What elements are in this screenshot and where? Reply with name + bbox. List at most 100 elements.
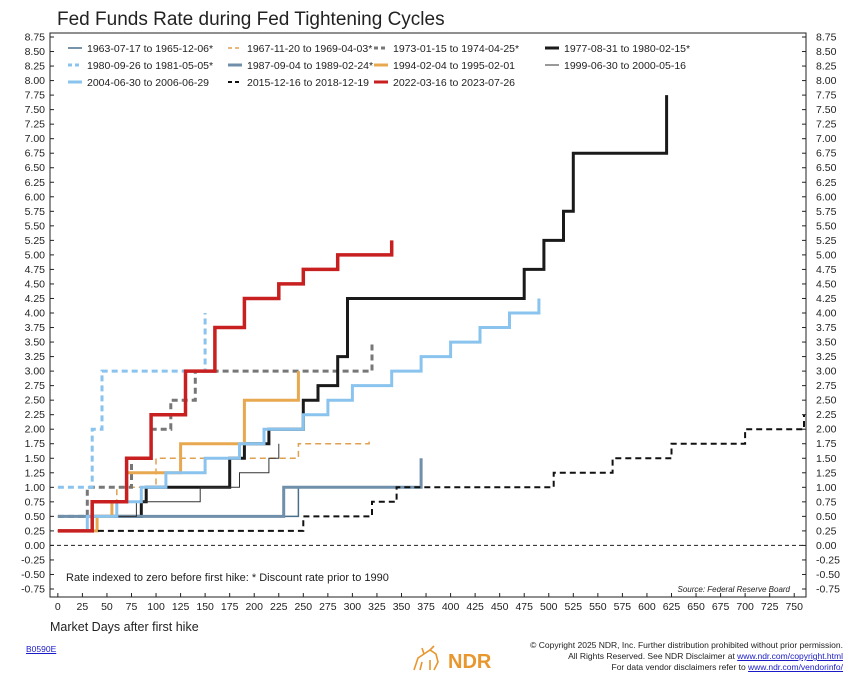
series-line-10 [57,414,805,532]
y-tick-label-left: 7.00 [25,133,46,145]
x-tick-label: 250 [295,601,313,613]
y-tick-label-right: 0.25 [816,525,837,537]
x-tick-label: 150 [196,601,214,613]
y-tick-label-left: 1.25 [25,467,46,479]
x-tick-label: 725 [761,601,779,613]
y-tick-label-left: 6.50 [25,162,46,174]
y-tick-label-left: 3.25 [25,351,46,363]
legend-label: 1967-11-20 to 1969-04-03* [247,43,372,55]
y-tick-label-right: 2.50 [816,395,837,407]
y-tick-label-left: 0.50 [25,511,46,523]
copyright-link[interactable]: www.ndr.com/copyright.html [737,651,843,661]
y-tick-label-right: 7.00 [816,133,837,145]
y-tick-label-right: 0.00 [816,540,837,552]
x-tick-label: 525 [565,601,583,613]
x-tick-label: 125 [172,601,190,613]
x-tick-label: 50 [101,601,113,613]
y-tick-label-right: 4.50 [816,278,837,290]
x-tick-label: 425 [466,601,484,613]
x-tick-label: 75 [126,601,138,613]
y-tick-label-left: 3.50 [25,337,46,349]
y-tick-label-left: 7.25 [25,119,46,131]
chart: Fed Funds Rate during Fed Tightening Cyc… [21,9,840,634]
y-axis-right: 8.75 8.50 8.25 8.00 7.75 7.50 7.25 7.00 6.75 6.50… [802,32,840,596]
y-tick-label-right: 2.00 [816,424,837,436]
bull-bear-icon [413,645,439,671]
legend-label: 1980-09-26 to 1981-05-05* [87,60,213,72]
y-tick-label-left: -0.75 [21,584,45,596]
y-tick-label-right: 4.25 [816,293,837,305]
y-tick-label-left: 2.50 [25,395,46,407]
y-tick-label-right: 1.75 [816,438,837,450]
legend-label: 2015-12-16 to 2018-12-19 [247,77,369,89]
y-tick-label-left: 3.00 [25,366,46,378]
y-tick-label-left: 7.50 [25,104,46,116]
y-tick-label-left: 8.25 [25,61,46,73]
y-tick-label-right: 1.50 [816,453,837,465]
x-tick-label: 450 [491,601,509,613]
rights-line: All Rights Reserved. See NDR Disclaimer … [530,651,843,662]
x-tick-label: 500 [540,601,558,613]
y-axis-left: 8.75 8.50 8.25 8.00 7.75 7.50 7.25 7.00 6.75 6.50… [21,32,54,596]
y-tick-label-right: 2.25 [816,409,837,421]
x-axis: 0 25 50 75 100 125 150 175 200 225 250 275 300 325 350… [55,593,803,613]
y-tick-label-right: 7.75 [816,90,837,102]
vendor-line: For data vendor disclaimers refer to www… [530,662,844,673]
chart-title: Fed Funds Rate during Fed Tightening Cyc… [57,9,445,30]
y-tick-label-left: 5.75 [25,206,46,218]
chart-note: Rate indexed to zero before first hike: … [66,572,389,584]
copyright-line: © Copyright 2025 NDR, Inc. Further distr… [530,640,843,650]
y-tick-label-left: -0.50 [21,569,45,581]
series-line-4 [57,95,669,533]
y-tick-label-left: 4.25 [25,293,46,305]
x-tick-label: 275 [319,601,337,613]
y-tick-label-left: 4.00 [25,308,46,320]
x-tick-label: 650 [687,601,705,613]
y-tick-label-right: 8.25 [816,61,837,73]
x-tick-label: 750 [785,601,803,613]
legend: 1963-07-17 to 1965-12-06* 1967-11-20 to 1… [68,43,690,89]
vendor-text: For data vendor disclaimers refer to [611,662,749,672]
legend-label: 1963-07-17 to 1965-12-06* [87,43,213,55]
y-tick-label-left: 6.75 [25,148,46,160]
y-tick-label-left: 2.25 [25,409,46,421]
x-tick-label: 25 [77,601,89,613]
series-line-7 [57,371,300,533]
rights-text: All Rights Reserved. See NDR Disclaimer … [568,651,738,661]
y-tick-label-right: 1.00 [816,482,837,494]
y-tick-label-left: 2.00 [25,424,46,436]
y-tick-label-right: 6.75 [816,148,837,160]
y-tick-label-right: 8.50 [816,46,837,58]
y-tick-label-left: 0.75 [25,496,46,508]
y-tick-label-right: 8.00 [816,75,837,87]
y-tick-label-right: 5.00 [816,249,837,261]
x-tick-label: 475 [515,601,533,613]
y-tick-label-left: 5.00 [25,249,46,261]
y-tick-label-right: 6.00 [816,191,837,203]
x-tick-label: 575 [614,601,632,613]
y-tick-label-right: 7.25 [816,119,837,131]
y-tick-label-left: 3.75 [25,322,46,334]
vendor-link[interactable]: www.ndr.com/vendorinfo/ [748,662,843,672]
y-tick-label-right: 0.50 [816,511,837,523]
legend-label: 1977-08-31 to 1980-02-15* [564,43,690,55]
y-tick-label-right: 1.25 [816,467,837,479]
y-tick-label-right: 5.75 [816,206,837,218]
x-tick-label: 325 [368,601,386,613]
y-tick-label-left: 8.75 [25,32,46,44]
footer-disclaimer: © Copyright 2025 NDR, Inc. Further distr… [530,640,843,673]
y-tick-label-right: 4.00 [816,308,837,320]
y-tick-label-right: 0.75 [816,496,837,508]
series-line-6 [57,458,423,518]
chart-code-link[interactable]: B0590E [26,644,57,654]
x-tick-label: 200 [245,601,263,613]
x-tick-label: 175 [221,601,239,613]
y-tick-label-left: 1.00 [25,482,46,494]
y-tick-label-left: 7.75 [25,90,46,102]
x-tick-label: 675 [712,601,730,613]
series-line-11 [57,240,394,533]
x-tick-label: 300 [344,601,362,613]
x-tick-label: 400 [442,601,460,613]
x-tick-label: 100 [147,601,165,613]
logo-wordmark: NDR [448,651,492,673]
